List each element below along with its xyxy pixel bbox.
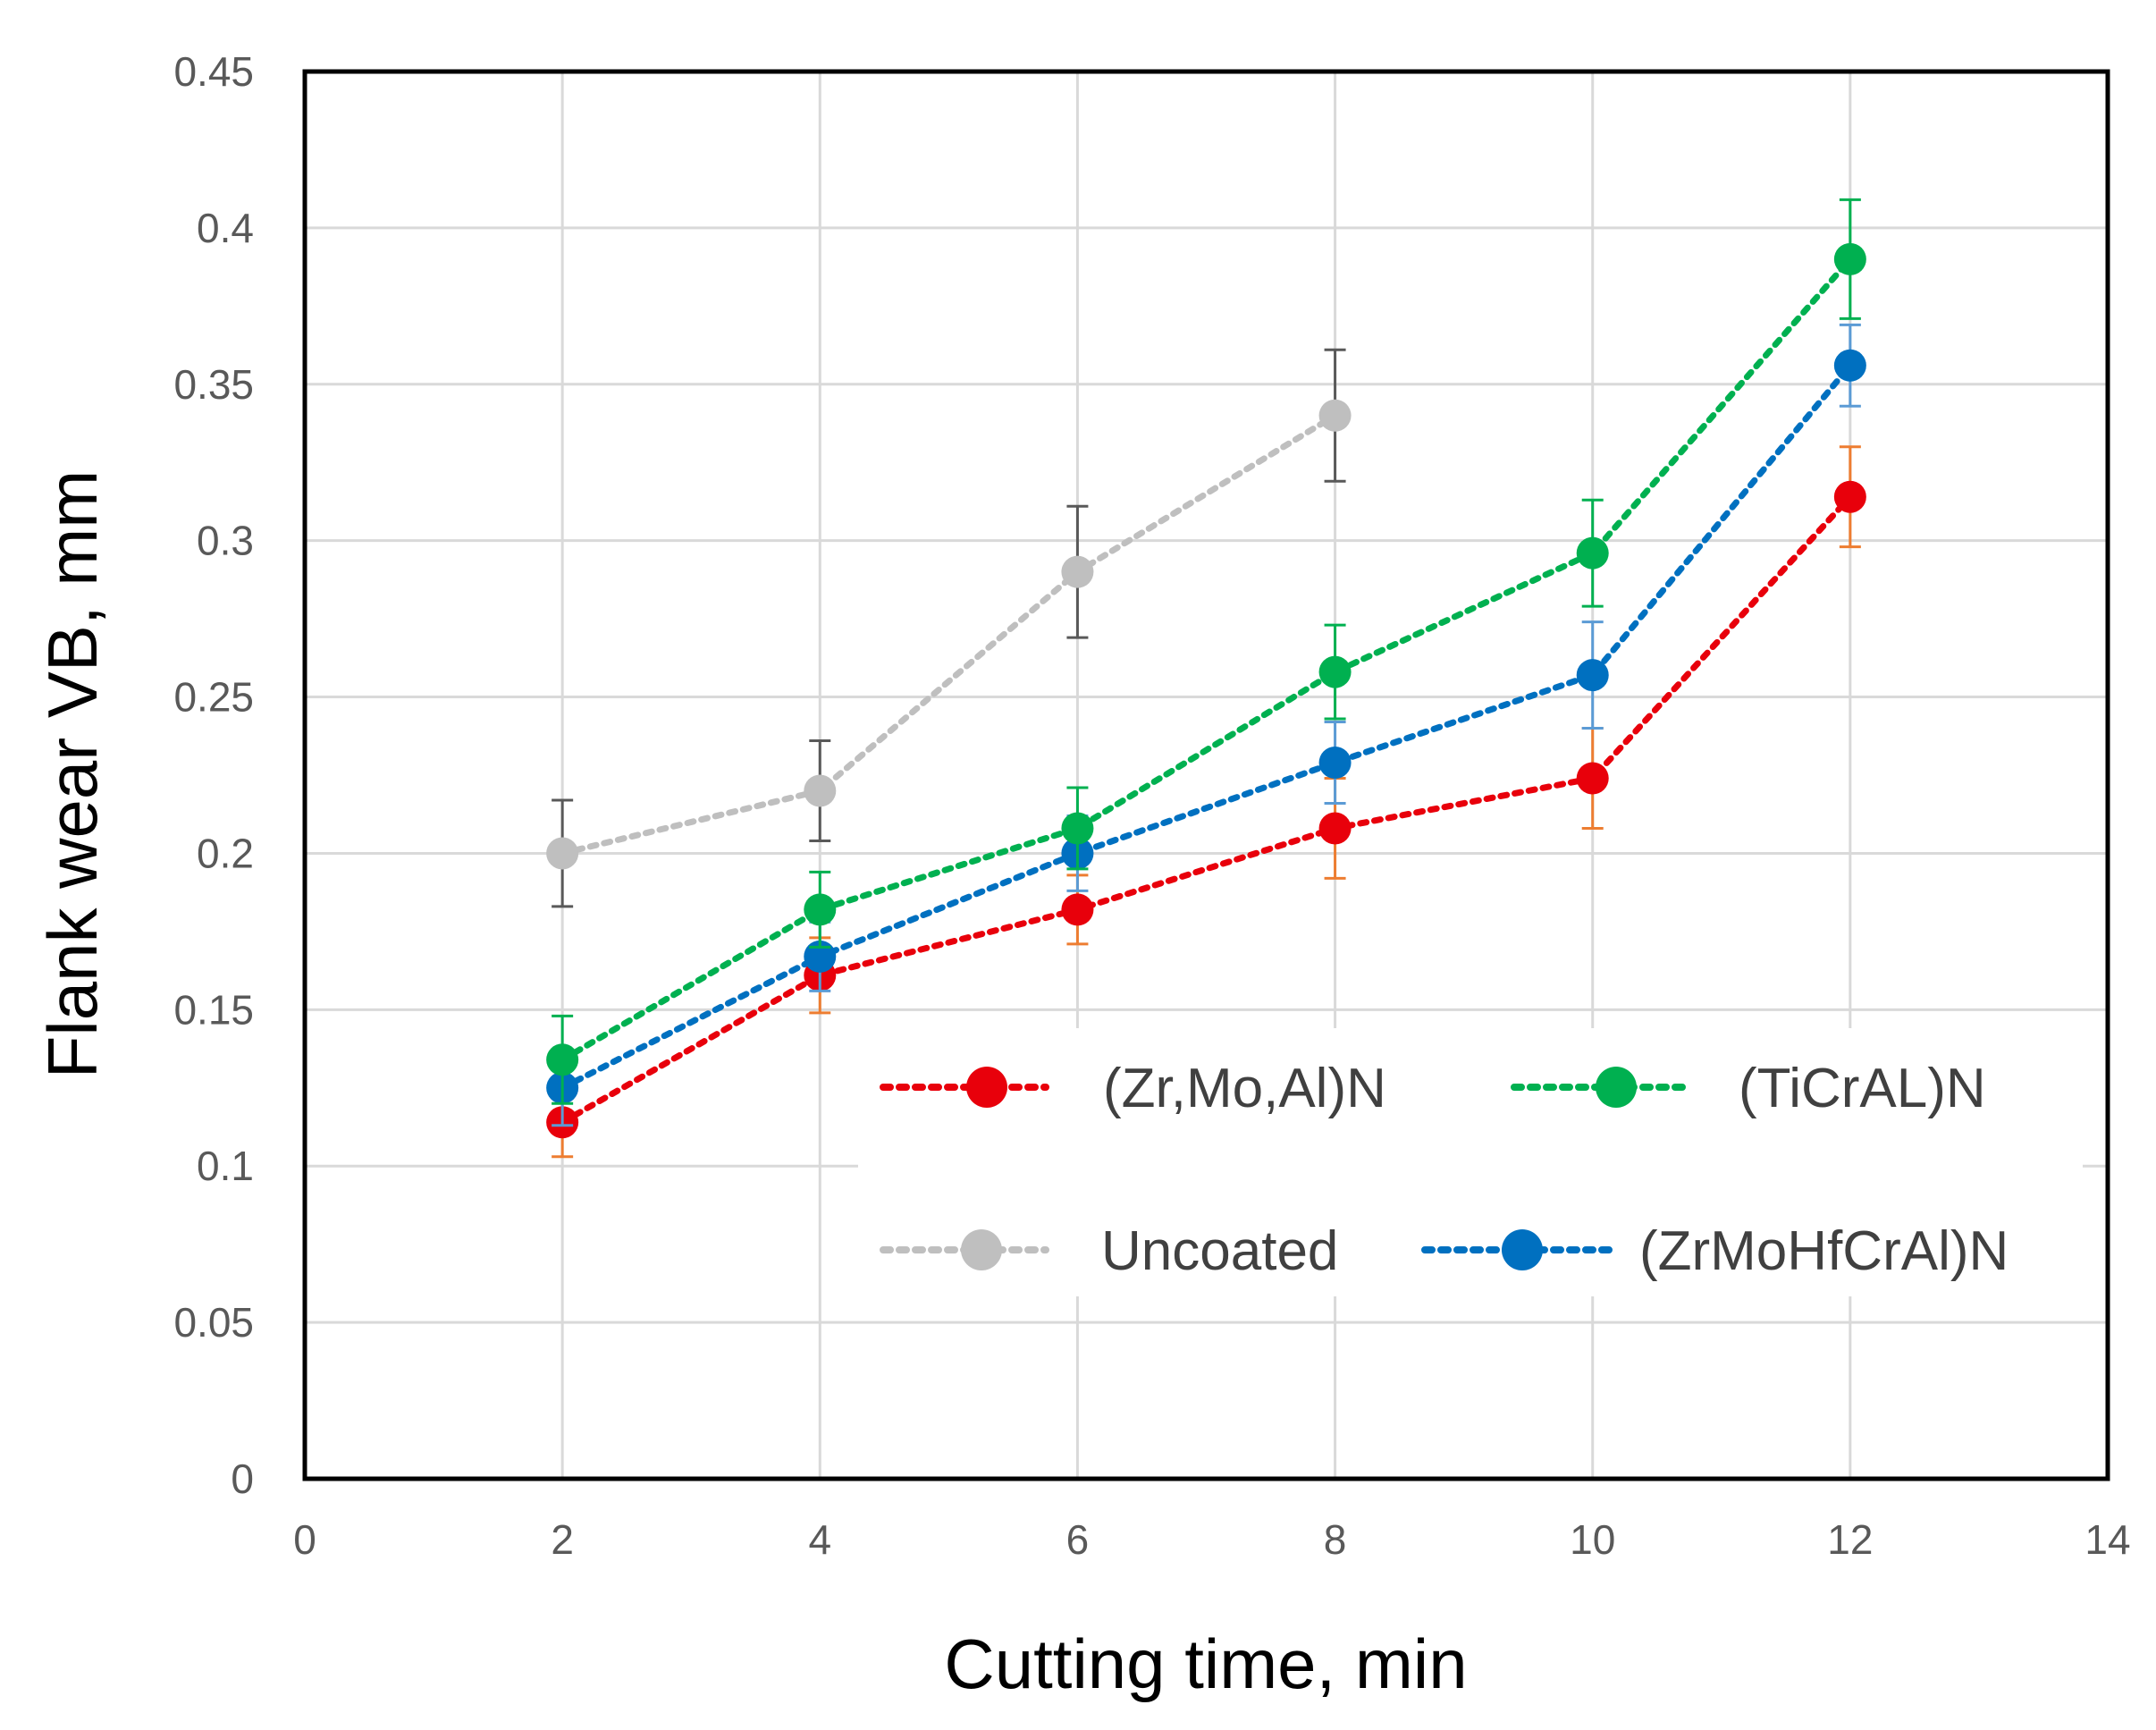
- legend-label: (TiCrAL)N: [1739, 1058, 1986, 1119]
- y-tick-label: 0.45: [173, 48, 254, 95]
- y-tick-label: 0.4: [197, 205, 254, 251]
- plot-frame: [302, 69, 2110, 1481]
- data-point: [1318, 399, 1352, 432]
- x-axis-ticks: 0 2 4 6 8 10 12 14: [293, 1516, 2130, 1563]
- data-point: [804, 893, 837, 926]
- y-tick-label: 0.15: [173, 986, 254, 1033]
- legend-label: Uncoated: [1101, 1220, 1338, 1282]
- data-point: [1318, 655, 1352, 688]
- y-tick-label: 0.2: [197, 830, 254, 876]
- data-point: [1833, 480, 1866, 513]
- data-point: [1576, 659, 1609, 692]
- legend-item-zrmoaln: (Zr,Mo,Al)N: [880, 1058, 1386, 1119]
- legend-label: (Zr,Mo,Al)N: [1103, 1058, 1386, 1119]
- legend-item-ticraln: (TiCrAL)N: [1511, 1058, 1986, 1119]
- x-tick-label: 2: [551, 1516, 574, 1563]
- y-axis-ticks: 0 0.05 0.1 0.15 0.2 0.25 0.3 0.35 0.4 0.45: [173, 48, 254, 1502]
- data-point: [546, 1043, 579, 1076]
- x-tick-label: 12: [1827, 1516, 1873, 1563]
- series-line: [559, 256, 1854, 1063]
- x-tick-label: 4: [808, 1516, 831, 1563]
- x-tick-label: 14: [2084, 1516, 2130, 1563]
- legend-swatch-marker: [966, 1067, 1007, 1108]
- data-point: [1061, 555, 1094, 588]
- series-layer: [546, 198, 1866, 1159]
- y-tick-label: 0: [231, 1456, 254, 1502]
- y-tick-label: 0.25: [173, 674, 254, 721]
- x-tick-label: 8: [1324, 1516, 1347, 1563]
- legend-swatch-marker: [961, 1229, 1002, 1270]
- y-tick-label: 0.3: [197, 518, 254, 564]
- data-point: [546, 837, 579, 870]
- legend-label: (ZrMoHfCrAl)N: [1639, 1220, 2009, 1282]
- y-axis-title: Flank wear VB, mm: [33, 470, 112, 1078]
- x-tick-label: 10: [1570, 1516, 1615, 1563]
- y-tick-label: 0.1: [197, 1143, 254, 1189]
- series-uncoated: [546, 348, 1352, 908]
- data-point: [1061, 812, 1094, 845]
- x-tick-label: 6: [1066, 1516, 1090, 1563]
- data-point: [1318, 812, 1352, 845]
- series-line: [559, 412, 1339, 857]
- legend-item-uncoated: Uncoated: [880, 1220, 1338, 1282]
- data-point: [1318, 747, 1352, 780]
- x-tick-label: 0: [293, 1516, 316, 1563]
- data-point: [1576, 762, 1609, 795]
- y-tick-label: 0.35: [173, 361, 254, 408]
- legend-swatch-marker: [1596, 1067, 1637, 1108]
- legend: (Zr,Mo,Al)N (TiCrAL)N Uncoated (ZrMoHfCr…: [858, 1028, 2083, 1296]
- data-point: [1576, 536, 1609, 570]
- series-line: [559, 494, 1854, 1126]
- series-zrmohfcral-n: [546, 323, 1866, 1127]
- series-ticral-n: [546, 198, 1866, 1105]
- data-point: [804, 774, 837, 807]
- data-point: [1833, 242, 1866, 275]
- series-line: [559, 362, 1854, 1092]
- x-axis-title: Cutting time, min: [944, 1625, 1467, 1703]
- legend-item-zrmohfcraln: (ZrMoHfCrAl)N: [1421, 1220, 2009, 1282]
- y-tick-label: 0.05: [173, 1299, 254, 1346]
- data-point: [1061, 893, 1094, 926]
- data-point: [1833, 349, 1866, 382]
- legend-swatch-marker: [1502, 1229, 1543, 1270]
